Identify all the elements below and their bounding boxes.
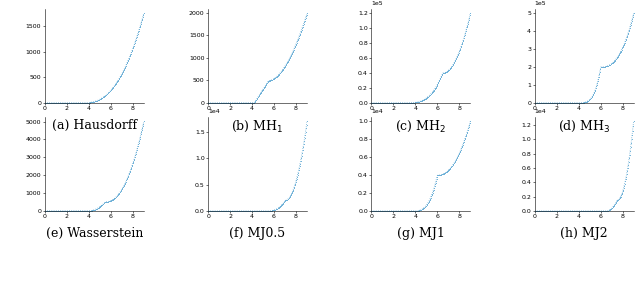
Text: (g) MJ1: (g) MJ1 (397, 227, 445, 240)
Text: (f) MJ0.5: (f) MJ0.5 (230, 227, 285, 240)
Text: (c) MH$_2$: (c) MH$_2$ (396, 119, 447, 134)
Text: (h) MJ2: (h) MJ2 (560, 227, 608, 240)
Text: (d) MH$_3$: (d) MH$_3$ (558, 119, 611, 134)
Text: (e) Wasserstein: (e) Wasserstein (45, 227, 143, 240)
Text: (b) MH$_1$: (b) MH$_1$ (232, 119, 284, 134)
Text: (a) Hausdorff: (a) Hausdorff (52, 119, 137, 132)
